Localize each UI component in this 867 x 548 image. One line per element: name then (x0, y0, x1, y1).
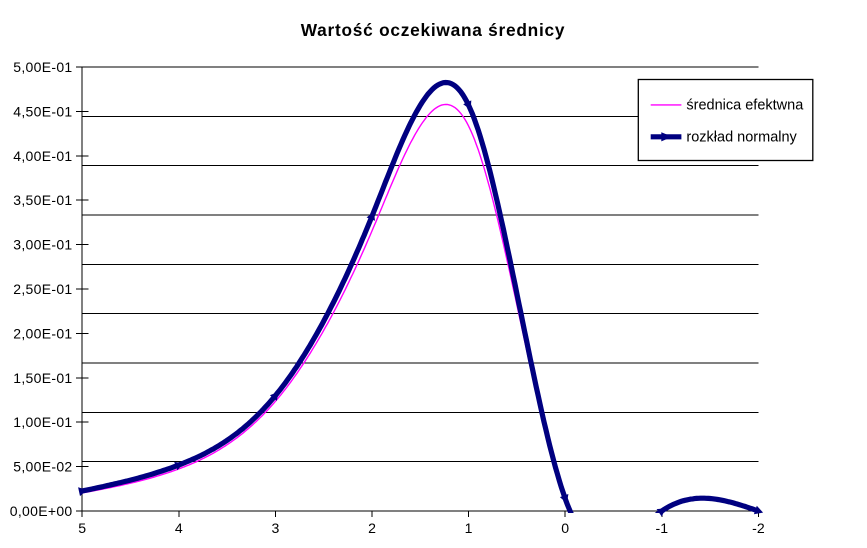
svg-text:2,50E-01: 2,50E-01 (13, 281, 72, 297)
svg-text:1: 1 (465, 520, 473, 536)
svg-text:3,50E-01: 3,50E-01 (13, 192, 72, 208)
svg-text:4: 4 (175, 520, 183, 536)
svg-text:3: 3 (271, 520, 279, 536)
svg-text:średnica efektwna: średnica efektwna (686, 97, 804, 113)
svg-text:1,50E-01: 1,50E-01 (13, 370, 72, 386)
svg-text:0,00E+00: 0,00E+00 (10, 503, 73, 519)
svg-text:3,00E-01: 3,00E-01 (13, 237, 72, 253)
svg-text:2: 2 (368, 520, 376, 536)
svg-text:4,00E-01: 4,00E-01 (13, 148, 72, 164)
svg-text:Wartość oczekiwana średnicy: Wartość oczekiwana średnicy (301, 20, 566, 40)
svg-text:1,00E-01: 1,00E-01 (13, 414, 72, 430)
svg-text:2,00E-01: 2,00E-01 (13, 325, 72, 341)
svg-text:5,00E-01: 5,00E-01 (13, 59, 72, 75)
svg-text:5,00E-02: 5,00E-02 (13, 459, 72, 475)
svg-text:4,50E-01: 4,50E-01 (13, 103, 72, 119)
svg-text:5: 5 (78, 520, 86, 536)
svg-text:0: 0 (561, 520, 569, 536)
svg-text:-1: -1 (656, 520, 669, 536)
svg-text:rozkład normalny: rozkład normalny (686, 129, 797, 145)
svg-text:-2: -2 (752, 520, 765, 536)
